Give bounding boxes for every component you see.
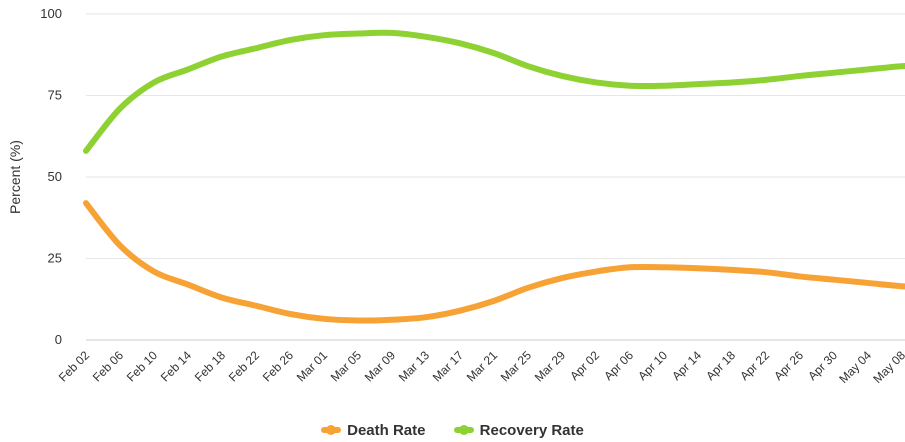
x-tick-label: Apr 14 bbox=[669, 348, 704, 383]
legend-item-death-rate[interactable]: Death Rate bbox=[321, 422, 425, 439]
x-tick-label: Mar 21 bbox=[464, 348, 501, 385]
x-tick-label: Mar 29 bbox=[532, 348, 569, 385]
x-tick-label: Apr 10 bbox=[635, 348, 670, 383]
x-tick-label: Apr 22 bbox=[737, 348, 772, 383]
x-tick-label: Feb 10 bbox=[124, 348, 161, 385]
x-tick-label: Feb 02 bbox=[56, 348, 93, 385]
x-tick-label: Apr 06 bbox=[601, 348, 636, 383]
legend-label-death-rate: Death Rate bbox=[347, 422, 425, 439]
x-tick-label: Feb 22 bbox=[226, 348, 263, 385]
legend-swatch-recovery-rate bbox=[454, 427, 474, 433]
series-line-recovery-rate[interactable] bbox=[86, 33, 905, 151]
legend: Death Rate Recovery Rate bbox=[0, 420, 905, 439]
series-line-death-rate[interactable] bbox=[86, 203, 905, 320]
y-tick-label: 0 bbox=[55, 332, 62, 347]
x-tick-label: Mar 01 bbox=[294, 348, 331, 385]
legend-item-recovery-rate[interactable]: Recovery Rate bbox=[454, 422, 584, 439]
y-tick-label: 75 bbox=[48, 88, 62, 103]
x-tick-label: Mar 13 bbox=[396, 348, 433, 385]
x-tick-label: Apr 30 bbox=[805, 348, 840, 383]
y-axis-title: Percent (%) bbox=[7, 140, 23, 214]
x-tick-label: Apr 18 bbox=[703, 348, 738, 383]
x-tick-label: Mar 09 bbox=[362, 348, 399, 385]
x-tick-label: Feb 26 bbox=[260, 348, 297, 385]
y-tick-label: 50 bbox=[48, 169, 62, 184]
x-tick-label: Apr 02 bbox=[567, 348, 602, 383]
legend-swatch-death-rate bbox=[321, 427, 341, 433]
y-axis-ticks: 0 25 50 75 100 bbox=[40, 6, 62, 347]
x-tick-label: May 08 bbox=[870, 348, 905, 386]
x-tick-label: Mar 05 bbox=[328, 348, 365, 385]
y-tick-label: 100 bbox=[40, 6, 62, 21]
x-tick-label: Apr 26 bbox=[771, 348, 806, 383]
y-tick-label: 25 bbox=[48, 251, 62, 266]
x-tick-label: Feb 18 bbox=[192, 348, 229, 385]
x-tick-label: May 04 bbox=[836, 348, 874, 386]
x-tick-label: Mar 25 bbox=[498, 348, 535, 385]
x-tick-label: Feb 14 bbox=[158, 348, 195, 385]
x-tick-label: Mar 17 bbox=[430, 348, 467, 385]
legend-label-recovery-rate: Recovery Rate bbox=[480, 422, 584, 439]
x-tick-label: Feb 06 bbox=[90, 348, 127, 385]
